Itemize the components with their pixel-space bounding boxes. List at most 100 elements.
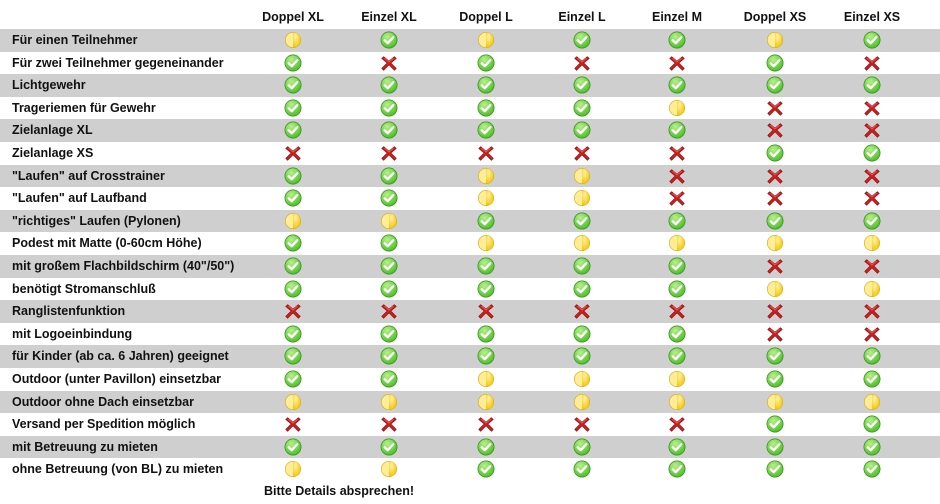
row-label: ohne Betreuung (von BL) zu mieten: [12, 462, 224, 477]
cross-icon: [863, 167, 881, 185]
row-label: Outdoor (unter Pavillon) einsetzbar: [12, 371, 222, 386]
check-icon: [477, 280, 495, 298]
cross-icon: [863, 189, 881, 207]
row-label: mit Logoeinbindung: [12, 326, 133, 341]
cross-icon: [766, 257, 784, 275]
half-circle-icon: [863, 280, 881, 298]
check-icon: [284, 438, 302, 456]
half-circle-icon: [573, 167, 591, 185]
check-icon: [863, 438, 881, 456]
half-circle-icon: [477, 370, 495, 388]
row-label: Versand per Spedition möglich: [12, 417, 196, 432]
check-icon: [477, 325, 495, 343]
cross-icon: [573, 144, 591, 162]
half-circle-icon: [573, 234, 591, 252]
check-icon: [380, 280, 398, 298]
half-circle-icon: [477, 167, 495, 185]
cross-icon: [863, 257, 881, 275]
half-circle-icon: [863, 393, 881, 411]
column-header: Einzel XL: [361, 10, 417, 24]
table-row: Zielanlage XS: [0, 142, 940, 165]
row-label: für Kinder (ab ca. 6 Jahren) geeignet: [12, 349, 229, 364]
row-label: Für einen Teilnehmer: [12, 33, 138, 47]
cross-icon: [573, 302, 591, 320]
half-circle-icon: [668, 393, 686, 411]
column-header: Doppel XS: [743, 10, 807, 24]
check-icon: [284, 99, 302, 117]
half-circle-icon: [284, 460, 302, 478]
check-icon: [477, 257, 495, 275]
table-row: Für zwei Teilnehmer gegeneinander: [0, 52, 940, 75]
table-row: ohne Betreuung (von BL) zu mieten: [0, 458, 940, 481]
check-icon: [573, 212, 591, 230]
check-icon: [284, 76, 302, 94]
cross-icon: [284, 144, 302, 162]
check-icon: [766, 438, 784, 456]
table-row: mit großem Flachbildschirm (40"/50"): [0, 254, 940, 278]
row-label: Zielanlage XL: [12, 123, 93, 138]
check-icon: [863, 460, 881, 478]
check-icon: [766, 415, 784, 433]
check-icon: [766, 370, 784, 388]
table-row: Outdoor ohne Dach einsetzbar: [0, 390, 940, 414]
cross-icon: [380, 302, 398, 320]
check-icon: [284, 234, 302, 252]
half-circle-icon: [766, 280, 784, 298]
cross-icon: [284, 415, 302, 433]
cross-icon: [573, 54, 591, 72]
check-icon: [573, 257, 591, 275]
row-label: Lichtgewehr: [12, 78, 86, 93]
check-icon: [573, 31, 591, 49]
cross-icon: [766, 167, 784, 185]
half-circle-icon: [477, 234, 495, 252]
column-header: Doppel XL: [262, 10, 324, 24]
check-icon: [668, 76, 686, 94]
check-icon: [573, 347, 591, 365]
check-icon: [477, 121, 495, 139]
half-circle-icon: [477, 189, 495, 207]
check-icon: [668, 460, 686, 478]
cross-icon: [863, 54, 881, 72]
cross-icon: [766, 99, 784, 117]
check-icon: [380, 76, 398, 94]
check-icon: [380, 121, 398, 139]
check-icon: [477, 76, 495, 94]
cross-icon: [668, 302, 686, 320]
column-header-row: Doppel XL Einzel XL Doppel L Einzel L Einzel…: [0, 8, 940, 28]
cross-icon: [766, 189, 784, 207]
check-icon: [380, 99, 398, 117]
check-icon: [284, 370, 302, 388]
check-icon: [284, 257, 302, 275]
row-label: Zielanlage XS: [12, 145, 94, 160]
check-icon: [573, 325, 591, 343]
cross-icon: [380, 415, 398, 433]
check-icon: [573, 121, 591, 139]
check-icon: [284, 280, 302, 298]
half-circle-icon: [668, 99, 686, 117]
table-row: "richtiges" Laufen (Pylonen): [0, 209, 940, 233]
cross-icon: [863, 121, 881, 139]
half-circle-icon: [477, 31, 495, 49]
half-circle-icon: [668, 234, 686, 252]
row-label: mit Betreuung zu mieten: [12, 439, 158, 454]
check-icon: [668, 438, 686, 456]
row-label: "richtiges" Laufen (Pylonen): [12, 213, 181, 228]
check-icon: [863, 31, 881, 49]
check-icon: [573, 99, 591, 117]
half-circle-icon: [766, 234, 784, 252]
column-header: Einzel M: [651, 10, 702, 24]
cross-icon: [668, 189, 686, 207]
check-icon: [380, 167, 398, 185]
half-circle-icon: [573, 189, 591, 207]
check-icon: [668, 121, 686, 139]
cross-icon: [668, 167, 686, 185]
check-icon: [380, 370, 398, 388]
check-icon: [477, 212, 495, 230]
column-header: Einzel XS: [843, 10, 901, 24]
check-icon: [766, 460, 784, 478]
comparison-table: Für einen Teilnehmer Für zwei Teilnehmer …: [0, 29, 940, 481]
check-icon: [863, 347, 881, 365]
check-icon: [477, 460, 495, 478]
table-row: Outdoor (unter Pavillon) einsetzbar: [0, 368, 940, 391]
row-label: Outdoor ohne Dach einsetzbar: [12, 394, 194, 409]
